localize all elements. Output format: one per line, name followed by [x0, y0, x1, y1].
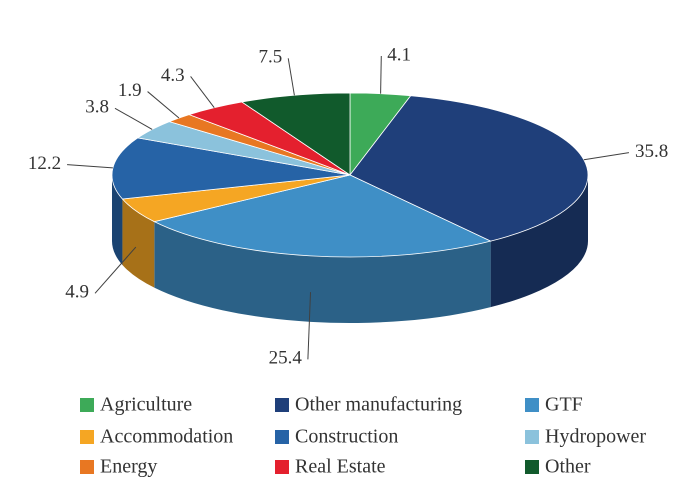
legend-label: Other manufacturing — [295, 394, 462, 416]
slice — [111, 137, 351, 200]
legend-swatch — [275, 398, 289, 412]
slice — [153, 174, 492, 258]
data-label: 25.4 — [269, 348, 303, 369]
legend-swatch — [275, 430, 289, 444]
data-label: 4.1 — [387, 44, 411, 65]
leader-line — [67, 164, 113, 169]
leader-line — [147, 91, 180, 119]
slice — [240, 92, 351, 176]
leader-line — [114, 107, 153, 130]
leader-line — [287, 58, 295, 96]
legend-label: Construction — [295, 426, 398, 448]
legend-swatch — [80, 430, 94, 444]
data-label: 4.9 — [65, 282, 89, 303]
data-label: 7.5 — [258, 47, 282, 68]
legend-label: Hydropower — [545, 426, 646, 448]
data-label: 12.2 — [28, 153, 61, 174]
slice-side — [490, 175, 588, 308]
leader-line — [94, 246, 137, 294]
data-label: 4.3 — [161, 65, 185, 86]
data-label: 1.9 — [118, 80, 142, 101]
legend-label: GTF — [545, 394, 583, 416]
legend-label: Accommodation — [100, 426, 233, 448]
slice-side — [122, 199, 155, 288]
data-label: 3.8 — [85, 97, 109, 118]
slice — [349, 95, 589, 242]
legend-swatch — [275, 460, 289, 474]
leader-line — [190, 76, 215, 108]
legend-label: Agriculture — [100, 394, 192, 416]
legend-swatch — [80, 398, 94, 412]
data-label: 35.8 — [635, 141, 668, 162]
slice-side — [112, 175, 123, 266]
legend-swatch — [525, 430, 539, 444]
leader-line — [583, 152, 630, 161]
legend-label: Energy — [100, 456, 157, 478]
leader-line — [380, 55, 382, 94]
slice-side — [154, 221, 491, 323]
legend-label: Real Estate — [295, 456, 386, 478]
leader-line — [307, 292, 312, 360]
legend-swatch — [525, 460, 539, 474]
legend-label: Other — [545, 456, 591, 478]
legend-swatch — [525, 398, 539, 412]
legend-swatch — [80, 460, 94, 474]
